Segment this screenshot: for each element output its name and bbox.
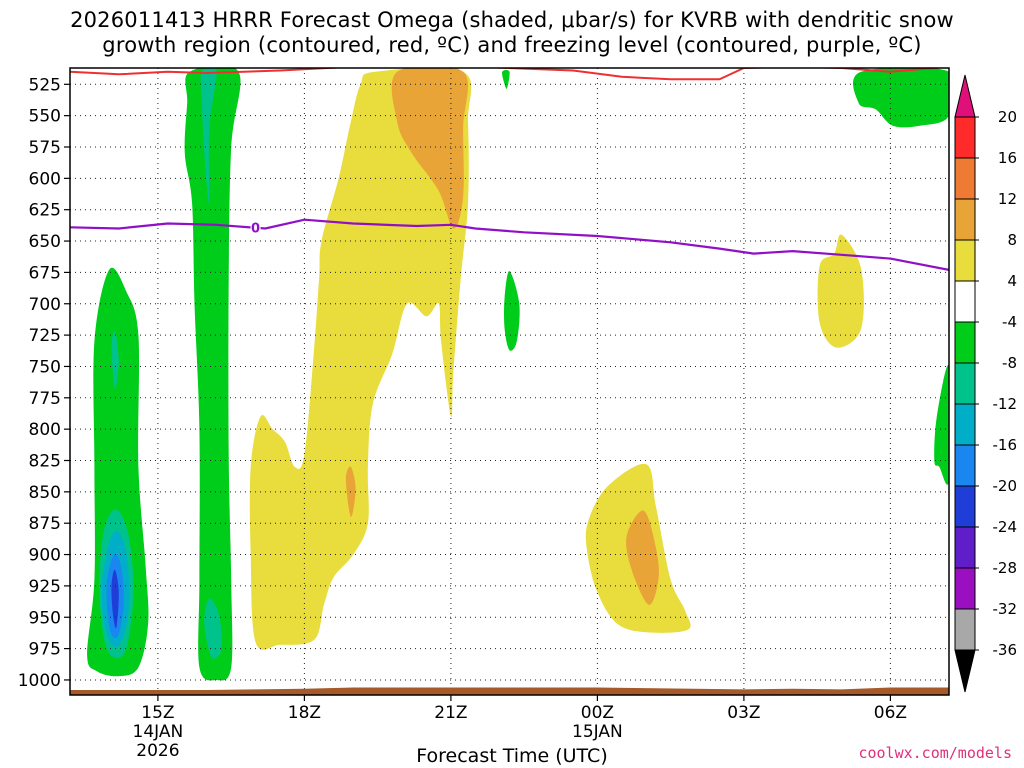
- omega-region-9: [249, 68, 472, 650]
- omega-region-5: [111, 331, 119, 390]
- colorbar-bin-6: [954, 362, 976, 405]
- x-tick-date-00Z: 15JAN: [572, 722, 623, 742]
- colorbar-bin-11: [954, 567, 976, 610]
- colorbar-label-11: -28: [993, 559, 1018, 577]
- y-tick-label-900: 900: [29, 546, 61, 566]
- freezing-level-line: [70, 218, 949, 271]
- y-tick-label-700: 700: [29, 295, 61, 315]
- y-tick-label-600: 600: [29, 169, 61, 189]
- omega-region-15: [504, 271, 520, 351]
- colorbar-label-0: 20: [998, 108, 1017, 126]
- omega-region-16: [502, 69, 510, 89]
- x-axis-label: Forecast Time (UTC): [416, 745, 608, 767]
- chart-title-line-1: 2026011413 HRRR Forecast Omega (shaded, …: [70, 8, 954, 32]
- y-tick-label-525: 525: [29, 75, 61, 95]
- x-tick-label-21Z: 21Z: [434, 703, 467, 723]
- omega-region-10: [391, 68, 468, 229]
- colorbar-bin-3: [954, 239, 976, 282]
- y-tick-label-650: 650: [29, 232, 61, 252]
- omega-region-6: [184, 68, 241, 681]
- colorbar-bin-7: [954, 403, 976, 446]
- y-tick-label-775: 775: [29, 389, 61, 409]
- plot-frame: [69, 67, 950, 696]
- y-tick-label-750: 750: [29, 357, 61, 377]
- omega-region-4: [111, 569, 119, 629]
- y-tick-label-1000: 1000: [18, 671, 61, 691]
- y-tick-label-625: 625: [29, 201, 61, 221]
- colorbar-lower-arrow: [954, 649, 976, 693]
- y-tick-label-800: 800: [29, 420, 61, 440]
- colorbar-bin-2: [954, 198, 976, 241]
- x-tick-date-15Z: 14JAN: [133, 722, 184, 742]
- omega-region-17: [853, 68, 949, 128]
- y-tick-label-850: 850: [29, 483, 61, 503]
- x-tick-year-15Z: 2026: [136, 741, 179, 761]
- colorbar-upper-arrow: [954, 74, 976, 118]
- colorbar-label-13: -36: [993, 641, 1018, 659]
- dgz-contour-line: [70, 68, 946, 81]
- x-tick-label-06Z: 06Z: [874, 703, 907, 723]
- freezing-level-label: 0: [251, 221, 260, 236]
- y-tick-label-825: 825: [29, 452, 61, 472]
- colorbar-bin-0: [954, 116, 976, 159]
- y-tick-label-725: 725: [29, 326, 61, 346]
- colorbar-label-12: -32: [993, 600, 1018, 618]
- y-tick-label-675: 675: [29, 263, 61, 283]
- colorbar-label-9: -20: [993, 477, 1018, 495]
- omega-region-8: [204, 598, 222, 659]
- x-tick-label-15Z: 15Z: [141, 703, 174, 723]
- colorbar-label-10: -24: [993, 518, 1018, 536]
- y-tick-label-925: 925: [29, 577, 61, 597]
- colorbar-bin-10: [954, 526, 976, 569]
- y-tick-label-575: 575: [29, 138, 61, 158]
- y-tick-label-950: 950: [29, 608, 61, 628]
- omega-region-18: [934, 364, 949, 485]
- colorbar-label-5: -4: [1002, 313, 1017, 331]
- x-tick-label-03Z: 03Z: [727, 703, 760, 723]
- colorbar-bin-5: [954, 321, 976, 364]
- y-tick-label-550: 550: [29, 107, 61, 127]
- colorbar-bin-8: [954, 444, 976, 487]
- x-tick-label-00Z: 00Z: [581, 703, 614, 723]
- freezing-level-label-bg: [250, 219, 261, 235]
- colorbar-label-8: -16: [993, 436, 1018, 454]
- colorbar-label-3: 8: [1007, 231, 1017, 249]
- colorbar-label-7: -12: [993, 395, 1018, 413]
- omega-region-13: [626, 510, 659, 605]
- colorbar-label-2: 12: [998, 190, 1017, 208]
- omega-region-7: [200, 68, 217, 204]
- colorbar-bin-9: [954, 485, 976, 528]
- colorbar-label-1: 16: [998, 149, 1017, 167]
- colorbar-label-6: -8: [1002, 354, 1017, 372]
- omega-region-14: [817, 234, 864, 348]
- colorbar-bin-12: [954, 608, 976, 651]
- source-credit: coolwx.com/models: [858, 744, 1012, 762]
- terrain-band: [70, 687, 949, 695]
- colorbar-bin-4: [954, 280, 976, 323]
- colorbar-bin-1: [954, 157, 976, 200]
- chart-title-line-2: growth region (contoured, red, ºC) and f…: [102, 33, 922, 57]
- colorbar-label-4: 4: [1007, 272, 1017, 290]
- y-tick-label-875: 875: [29, 514, 61, 534]
- y-tick-label-975: 975: [29, 640, 61, 660]
- x-tick-label-18Z: 18Z: [288, 703, 321, 723]
